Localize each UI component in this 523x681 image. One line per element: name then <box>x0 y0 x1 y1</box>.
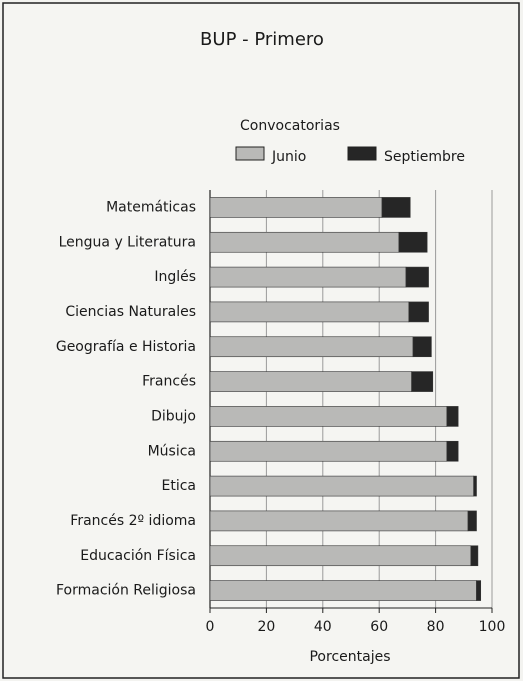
legend-label: Septiembre <box>384 149 465 165</box>
bar-segment <box>412 336 432 358</box>
y-tick-label: Matemáticas <box>106 199 196 215</box>
y-tick-label: Francés 2º idioma <box>70 513 196 529</box>
y-tick-label: Formación Religiosa <box>56 583 196 599</box>
bar-segment <box>209 440 448 462</box>
bar-segment <box>470 545 479 567</box>
bar-segment <box>209 301 410 323</box>
y-tick-label: Lengua y Literatura <box>59 234 196 250</box>
bar-segment <box>209 475 474 497</box>
y-tick-label: Música <box>148 443 196 459</box>
bar-segment <box>446 440 459 462</box>
legend-swatch <box>347 146 377 161</box>
y-tick-label: Inglés <box>154 269 196 285</box>
bar-segment <box>209 580 477 601</box>
x-tick-label: 80 <box>427 619 445 635</box>
legend-title: Convocatorias <box>240 118 340 134</box>
bar-segment <box>209 336 414 358</box>
y-tick-label: Geografía e Historia <box>56 339 196 355</box>
bar-segment <box>209 197 383 218</box>
y-tick-label: Educación Física <box>80 548 196 564</box>
bar-segment <box>408 301 429 323</box>
bar-segment <box>398 231 428 253</box>
bar-segment <box>405 266 429 288</box>
x-tick-label: 60 <box>370 619 388 635</box>
bar-segment <box>381 197 411 218</box>
y-tick-label: Francés <box>142 374 196 390</box>
bar-segment <box>446 406 459 427</box>
bar-segment <box>209 371 412 392</box>
legend-swatch <box>235 146 265 161</box>
bar-segment <box>209 510 469 532</box>
bar-segment <box>476 580 482 601</box>
bar-segment <box>473 475 477 497</box>
x-tick-label: 0 <box>206 619 215 635</box>
y-tick-label: Dibujo <box>151 408 196 424</box>
chart-title: BUP - Primero <box>200 29 324 50</box>
bar-segment <box>209 266 407 288</box>
bar-segment <box>209 406 448 427</box>
bar-segment <box>411 371 434 392</box>
bar-segment <box>209 545 472 567</box>
x-tick-label: 20 <box>257 619 275 635</box>
y-tick-label: Ciencias Naturales <box>65 304 196 320</box>
x-axis-label: Porcentajes <box>309 649 390 665</box>
x-tick-label: 40 <box>314 619 332 635</box>
y-tick-label: Etica <box>161 478 196 494</box>
bar-segment <box>467 510 477 532</box>
x-tick-label: 100 <box>479 619 506 635</box>
legend-label: Junio <box>271 149 306 165</box>
bar-segment <box>209 231 400 253</box>
